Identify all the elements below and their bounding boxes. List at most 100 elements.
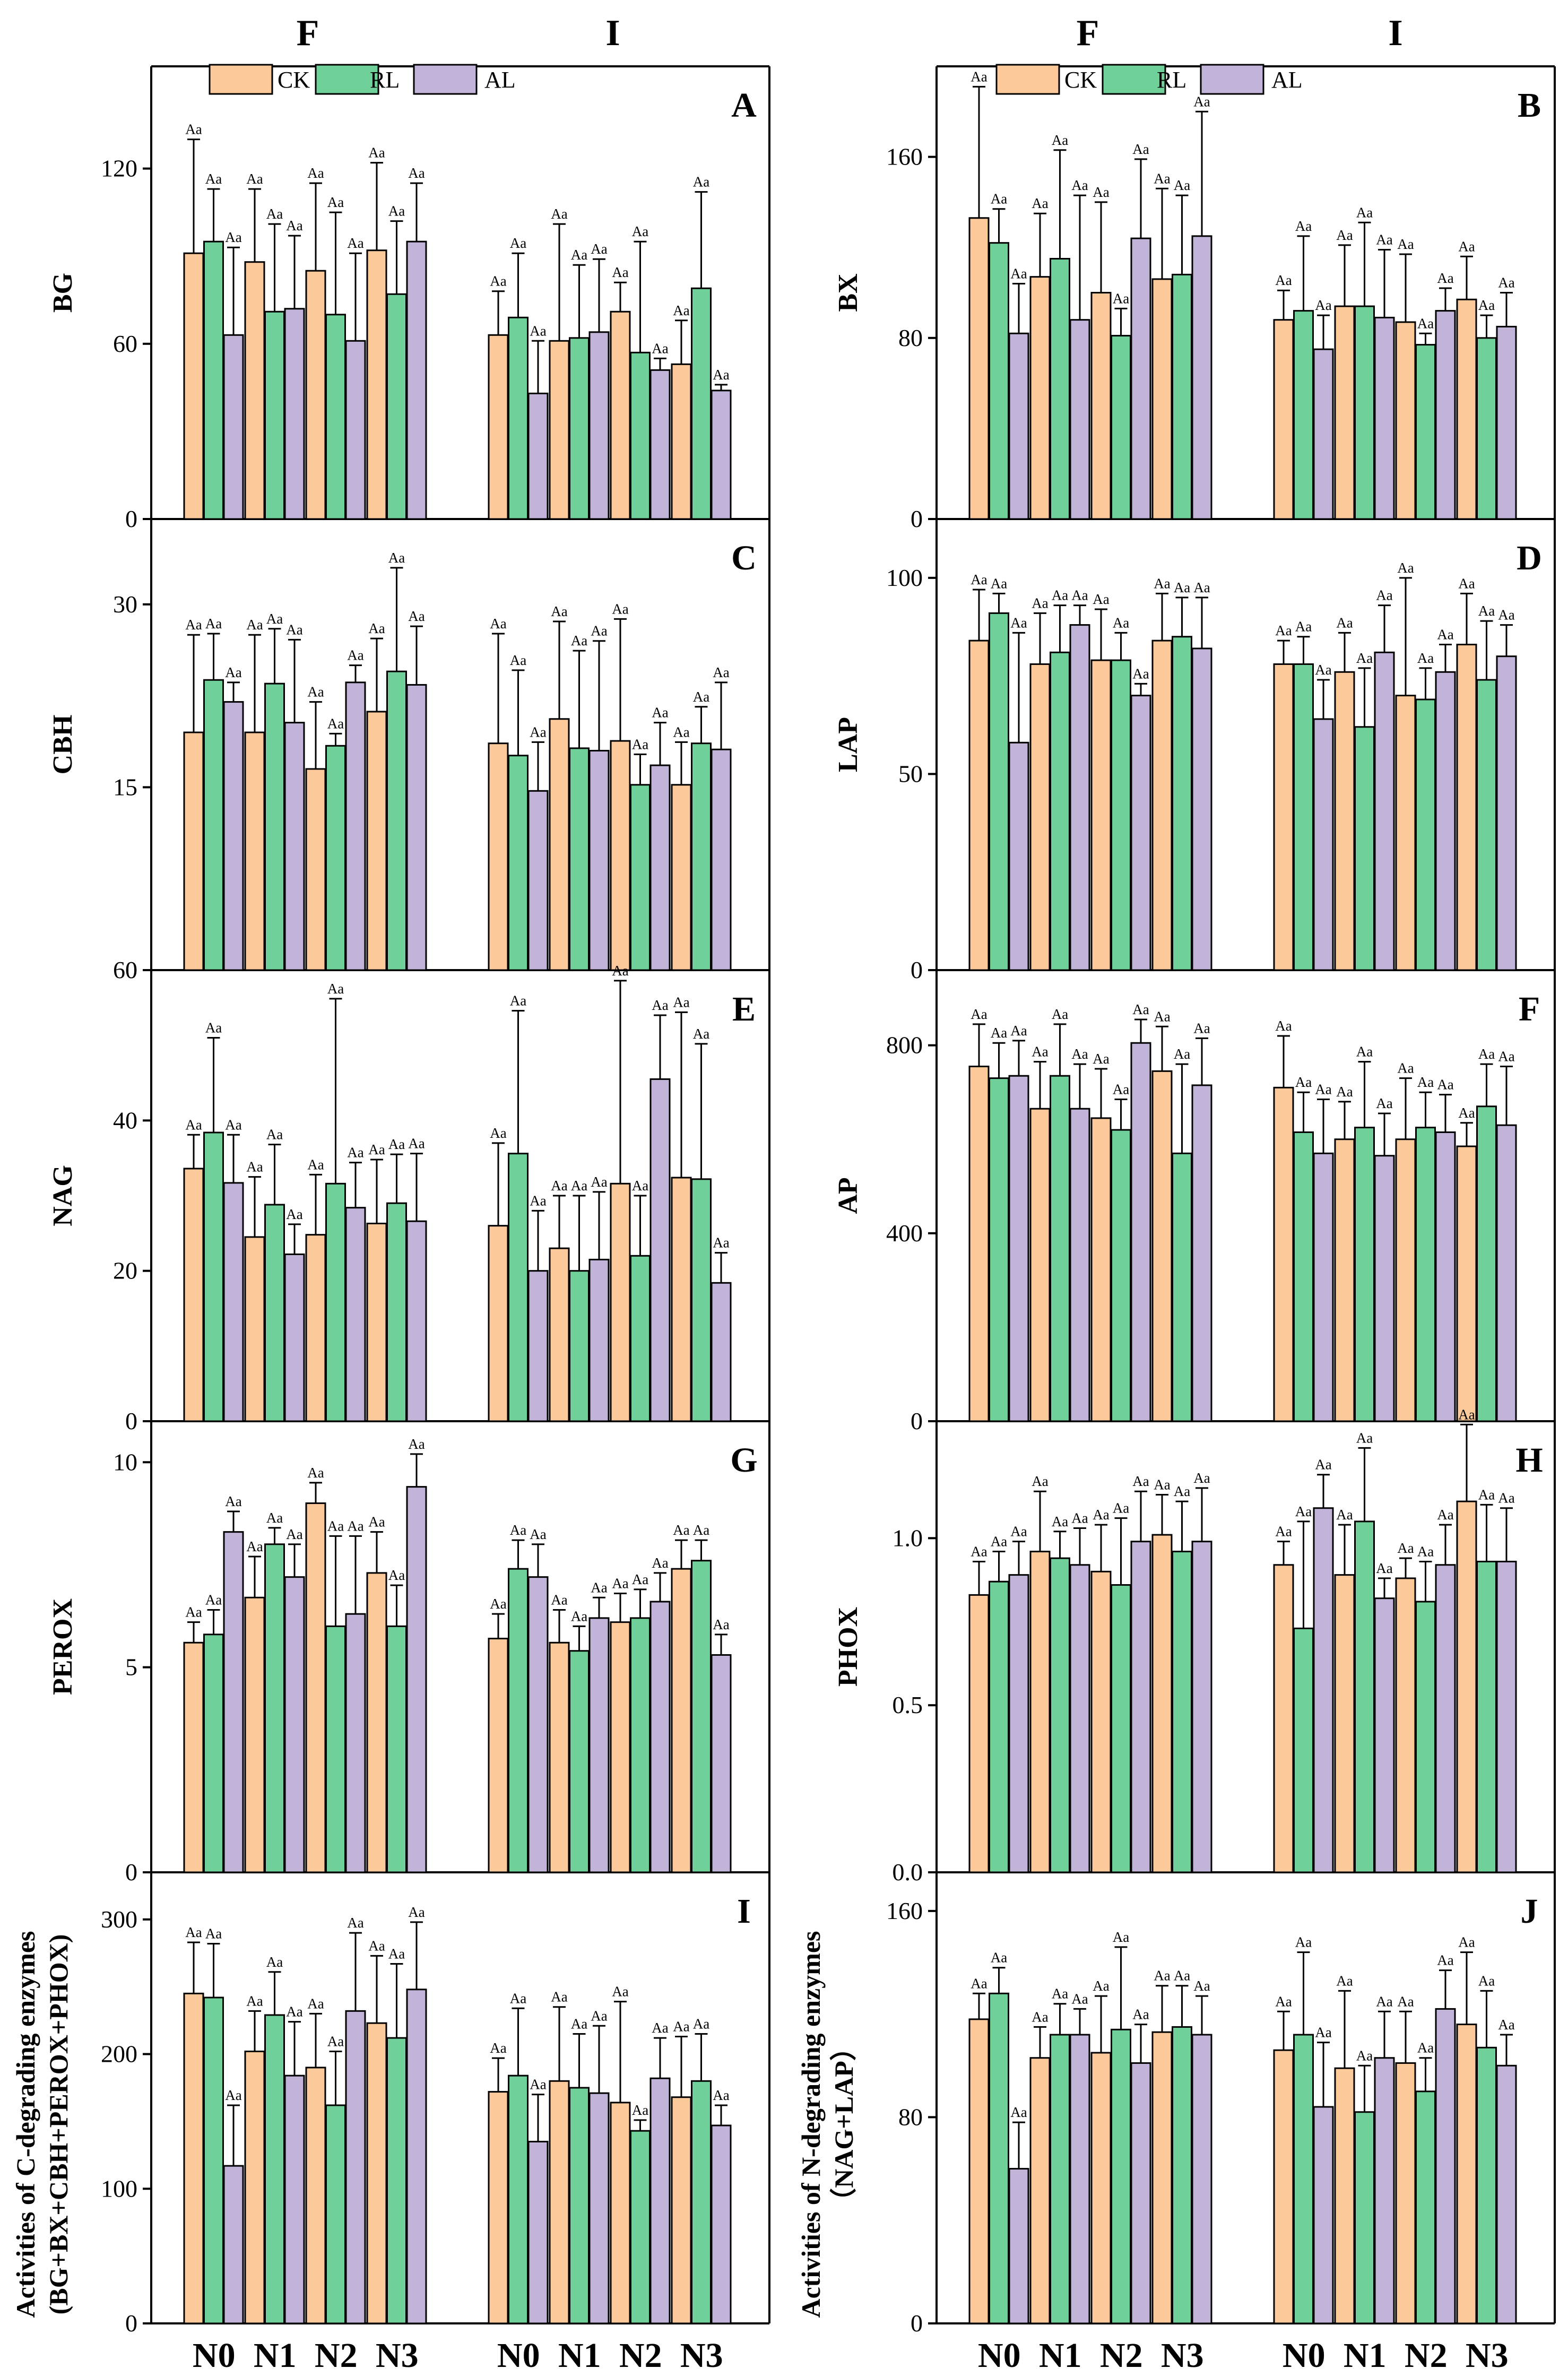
significance-label: Aa — [246, 1159, 263, 1175]
significance-label: Aa — [205, 171, 222, 187]
significance-label: Aa — [368, 1514, 385, 1530]
bar-rl — [1354, 1127, 1375, 1422]
significance-label: Aa — [286, 2004, 302, 2020]
significance-label: Aa — [1193, 1978, 1210, 1994]
significance-label: Aa — [1010, 1524, 1027, 1540]
significance-label: Aa — [286, 1206, 302, 1222]
significance-label: Aa — [1417, 2040, 1434, 2056]
significance-label: Aa — [1498, 1490, 1514, 1506]
x-tick-label: N0 — [978, 2336, 1021, 2374]
significance-label: Aa — [530, 1526, 546, 1542]
bar-rl — [203, 1633, 224, 1873]
bar-ck — [1395, 695, 1416, 971]
bar-al — [1374, 2057, 1395, 2324]
bar-al — [1313, 2106, 1334, 2324]
significance-label: Aa — [1336, 227, 1353, 243]
bar-rl — [1050, 651, 1070, 971]
y-tick-label: 400 — [886, 1220, 923, 1247]
bar-rl — [989, 1077, 1009, 1422]
y-tick-label: 100 — [101, 2175, 137, 2202]
bar-al — [223, 2165, 244, 2324]
significance-label: Aa — [307, 684, 324, 700]
bar-al — [1008, 1075, 1029, 1422]
y-axis-title: PHOX — [833, 1607, 863, 1687]
x-tick-label: N3 — [376, 2336, 419, 2374]
bar-ck — [549, 718, 570, 971]
significance-label: Aa — [388, 1567, 405, 1583]
bar-al — [711, 390, 732, 520]
bar-rl — [325, 745, 346, 971]
significance-label: Aa — [1052, 1986, 1068, 2002]
bar-rl — [1476, 679, 1497, 971]
significance-label: Aa — [551, 1178, 567, 1194]
bar-ck — [1334, 1574, 1355, 1873]
bar-ck — [1151, 278, 1173, 520]
bar-rl — [1172, 273, 1192, 520]
significance-label: Aa — [632, 2102, 648, 2118]
bar-ck — [1334, 305, 1355, 520]
bar-ck — [549, 1641, 570, 1873]
bar-al — [711, 2124, 732, 2324]
panel-letter: C — [731, 539, 757, 577]
bar-al — [223, 334, 244, 520]
y-tick-label: 200 — [101, 2041, 137, 2068]
panel-h: 0.00.51.0PHOXHAaAaAaAaAaAaAaAaAaAaAaAaAa… — [833, 1406, 1556, 1886]
panel-letter: D — [1517, 539, 1542, 577]
bar-al — [223, 1182, 244, 1422]
y-tick-label: 30 — [113, 591, 137, 618]
significance-label: Aa — [1010, 1023, 1027, 1039]
significance-label: Aa — [673, 302, 689, 318]
panel-letter: E — [732, 990, 756, 1028]
significance-label: Aa — [1275, 1524, 1292, 1540]
significance-label: Aa — [1193, 1470, 1210, 1486]
bar-rl — [325, 1625, 346, 1873]
significance-label: Aa — [693, 689, 709, 705]
significance-label: Aa — [1417, 1543, 1434, 1559]
bar-al — [711, 1654, 732, 1873]
bar-ck — [1090, 292, 1112, 520]
bar-rl — [1111, 659, 1131, 971]
significance-label: Aa — [408, 1136, 425, 1152]
bar-rl — [203, 240, 224, 520]
significance-label: Aa — [490, 2040, 506, 2056]
x-tick-label: N1 — [254, 2336, 297, 2374]
significance-label: Aa — [1376, 1095, 1392, 1111]
legend-swatch-rl — [1102, 64, 1166, 95]
significance-label: Aa — [971, 68, 987, 84]
significance-label: Aa — [1052, 132, 1068, 148]
significance-label: Aa — [225, 1117, 241, 1133]
column-header: I — [1388, 13, 1402, 54]
bar-rl — [1354, 2111, 1375, 2324]
bar-rl — [1293, 663, 1314, 971]
bar-rl — [1172, 1551, 1192, 1873]
significance-label: Aa — [408, 1904, 425, 1920]
bar-rl — [1476, 1560, 1497, 1873]
bar-al — [345, 1613, 366, 1873]
significance-label: Aa — [1154, 170, 1170, 186]
bar-al — [1435, 310, 1456, 520]
bar-ck — [1151, 2031, 1173, 2324]
bar-rl — [386, 2037, 407, 2324]
significance-label: Aa — [225, 664, 241, 680]
significance-label: Aa — [1376, 1560, 1392, 1576]
bar-rl — [203, 679, 224, 971]
significance-label: Aa — [530, 724, 546, 740]
bar-al — [1008, 2168, 1029, 2324]
significance-label: Aa — [205, 616, 222, 632]
bar-ck — [671, 2096, 692, 2324]
significance-label: Aa — [991, 1950, 1007, 1966]
significance-label: Aa — [1397, 560, 1414, 576]
bar-al — [345, 1207, 366, 1422]
significance-label: Aa — [1132, 141, 1149, 157]
bar-ck — [1029, 1108, 1051, 1422]
significance-label: Aa — [1376, 231, 1392, 247]
significance-label: Aa — [490, 616, 506, 632]
significance-label: Aa — [1336, 1507, 1353, 1523]
bar-al — [1496, 655, 1517, 971]
bar-ck — [1395, 1138, 1416, 1422]
bar-rl — [508, 316, 529, 520]
bar-ck — [244, 1236, 265, 1422]
significance-label: Aa — [1417, 1074, 1434, 1090]
